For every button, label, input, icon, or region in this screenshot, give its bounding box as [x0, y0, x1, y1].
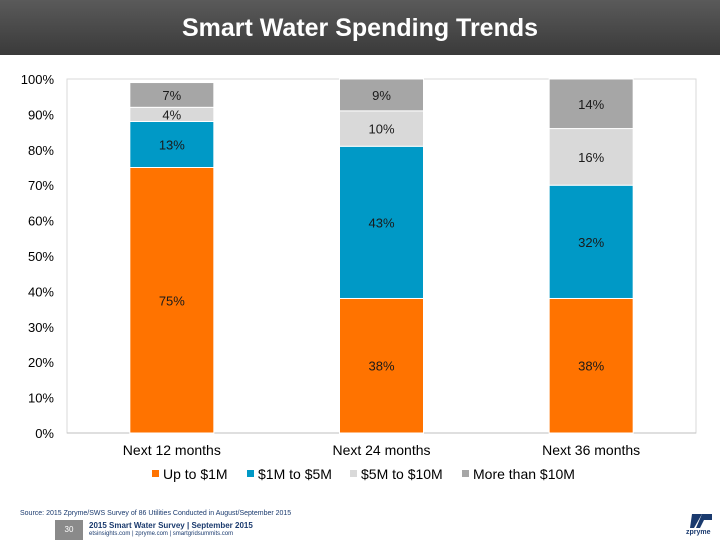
x-tick-label: Next 12 months — [123, 442, 221, 458]
data-label: 7% — [162, 88, 181, 103]
y-tick-label: 40% — [28, 284, 54, 299]
bar-segment — [129, 82, 215, 108]
data-label: 32% — [578, 235, 604, 250]
data-label: 13% — [159, 137, 185, 152]
data-label: 10% — [368, 122, 394, 137]
bar-segment — [339, 78, 424, 112]
legend-swatch — [462, 470, 469, 477]
bar-segment — [548, 128, 634, 186]
y-tick-label: 20% — [28, 355, 54, 370]
legend-swatch — [350, 470, 357, 477]
y-tick-label: 90% — [28, 107, 54, 122]
legend-label: $5M to $10M — [361, 466, 443, 482]
bar-segment — [548, 78, 634, 130]
data-label: 16% — [578, 150, 604, 165]
title-bar — [0, 0, 720, 55]
page-title: Smart Water Spending Trends — [181, 14, 539, 42]
footer-links: etsinsights.com | zpryme.com | smartgrid… — [89, 531, 234, 537]
data-label: 4% — [162, 107, 181, 122]
legend-swatch — [152, 470, 159, 477]
y-tick-label: 70% — [28, 178, 54, 193]
x-tick-label: Next 36 months — [542, 442, 640, 458]
footer-survey-title: 2015 Smart Water Survey | September 2015 — [89, 521, 253, 530]
bar-segment — [339, 297, 424, 434]
legend-swatch — [247, 470, 254, 477]
logo-text: zpryme — [686, 529, 711, 536]
y-tick-label: 0% — [35, 426, 54, 441]
y-tick-label: 50% — [28, 249, 54, 264]
x-tick-label: Next 24 months — [332, 442, 430, 458]
bar-segment — [548, 297, 634, 434]
data-label: 38% — [368, 359, 394, 374]
data-label: 9% — [372, 88, 391, 103]
data-label: 43% — [368, 215, 394, 230]
y-tick-label: 80% — [28, 143, 54, 158]
stacked-bar-chart: 0% 10% 20% 30% 40% 50% 60% 70% 80% 90% 100% 75% 13% 4… — [21, 72, 697, 482]
data-label: 14% — [578, 97, 604, 112]
data-label: 38% — [578, 359, 604, 374]
data-label: 75% — [159, 293, 185, 308]
y-tick-label: 60% — [28, 214, 54, 229]
bar-segment — [129, 167, 215, 434]
bar-segment — [339, 145, 424, 299]
page-number: 30 — [55, 520, 83, 540]
legend-label: More than $10M — [473, 466, 575, 482]
source-note: Source: 2015 Zpryme/SWS Survey of 86 Uti… — [20, 510, 292, 517]
legend-label: Up to $1M — [163, 466, 228, 482]
footer — [0, 519, 720, 540]
zpryme-logo-icon — [690, 514, 712, 528]
y-tick-label: 10% — [28, 391, 54, 406]
y-tick-label: 100% — [21, 72, 55, 87]
legend-label: $1M to $5M — [258, 466, 332, 482]
bar-segment — [339, 110, 424, 147]
y-tick-label: 30% — [28, 320, 54, 335]
